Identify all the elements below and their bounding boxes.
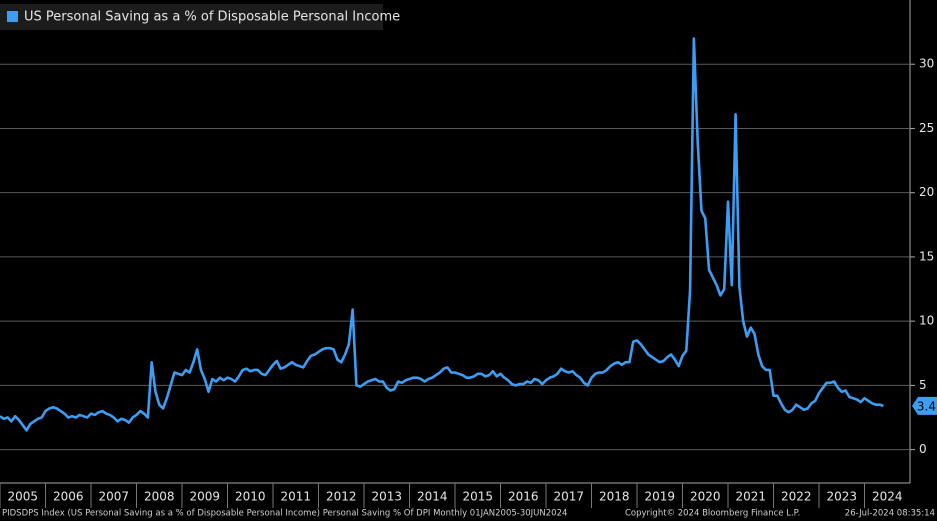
x-tick-label: 2012 [326,490,357,504]
x-tick-label: 2009 [189,490,220,504]
x-tick-label: 2014 [417,490,448,504]
x-tick-label: 2017 [553,490,584,504]
x-tick-label: 2007 [98,490,129,504]
x-tick-label: 2006 [53,490,84,504]
x-tick-label: 2015 [462,490,493,504]
x-tick-label: 2016 [508,490,539,504]
x-tick-label: 2008 [144,490,175,504]
x-tick-label: 2019 [644,490,675,504]
y-tick-label: 15 [919,249,934,263]
x-tick-label: 2005 [7,490,38,504]
x-tick-label: 2024 [872,490,903,504]
x-tick-label: 2011 [280,490,311,504]
y-tick-label: 20 [919,185,934,199]
x-tick-label: 2010 [235,490,266,504]
footer-timestamp: 26-Jul-2024 08:35:14 [845,509,935,519]
x-tick-label: 2023 [826,490,857,504]
x-tick-label: 2020 [690,490,721,504]
x-tick-label: 2018 [599,490,630,504]
legend-box [0,4,383,30]
y-tick-label: 10 [919,314,934,328]
x-tick-label: 2022 [781,490,812,504]
data-line [0,37,884,432]
legend-label: US Personal Saving as a % of Disposable … [24,10,400,25]
legend-swatch [7,11,18,22]
y-tick-label: 0 [919,442,927,456]
x-tick-label: 2013 [371,490,402,504]
y-tick-label: 30 [919,57,934,71]
footer-source: PIDSDPS Index (US Personal Saving as a %… [2,509,567,519]
last-value-label: 3.4 [917,399,936,413]
x-tick-label: 2021 [735,490,766,504]
last-value-box [912,396,937,415]
y-tick-label: 5 [919,378,927,392]
footer-copyright: Copyright© 2024 Bloomberg Finance L.P. [625,509,800,519]
y-tick-label: 25 [919,121,934,135]
